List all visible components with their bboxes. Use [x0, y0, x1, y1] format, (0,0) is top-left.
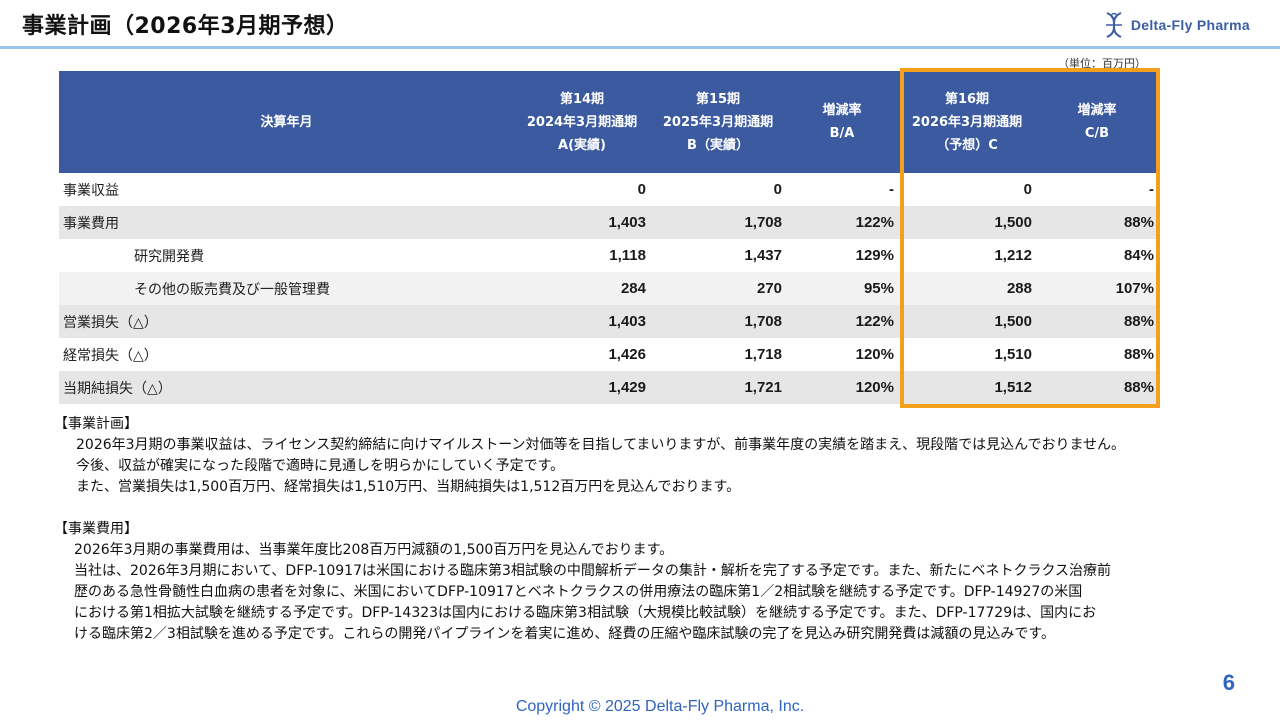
header-line: 2024年3月期通期 — [526, 114, 638, 130]
cell-value: 284 — [514, 272, 650, 305]
title-divider — [0, 46, 1280, 49]
cell-value: 1,403 — [514, 305, 650, 338]
header-line: （予想）C — [936, 137, 998, 153]
header-line: 増減率 — [1077, 103, 1117, 118]
table-row: その他の販売費及び一般管理費 284 270 95% 288 107% — [59, 272, 1158, 305]
copyright-footer: Copyright © 2025 Delta-Fly Pharma, Inc. — [515, 698, 805, 715]
cell-value: - — [1149, 181, 1154, 198]
column-header-change-cb: 増減率 C/B — [1036, 71, 1158, 173]
dna-helix-icon — [1103, 11, 1125, 39]
cell-value: 0 — [637, 181, 646, 198]
column-header-change-ba: 増減率 B/A — [786, 71, 898, 173]
cell-value: 1,500 — [898, 206, 1036, 239]
row-label: 事業収益 — [63, 182, 119, 199]
table-header-row: 決算年月 第14期 2024年3月期通期 A(実績) 第15期 2025年3月期… — [59, 71, 1158, 173]
header-line: B（実績） — [687, 137, 749, 153]
cell-value: 1,708 — [650, 206, 786, 239]
cell-value: 1,500 — [898, 305, 1036, 338]
header-line: 第15期 — [695, 91, 741, 107]
cell-value: 1,510 — [994, 346, 1032, 363]
cell-value: 288 — [898, 272, 1036, 305]
paragraph-line: また、営業損失は1,500百万円、経常損失は1,510万円、当期純損失は1,51… — [76, 479, 741, 495]
unit-note: （単位：百万円） — [1058, 57, 1146, 70]
cell-value: 88% — [1036, 371, 1158, 404]
row-label: 当期純損失（△） — [59, 371, 514, 404]
cell-value: 0 — [1023, 181, 1032, 198]
cell-value: 1,426 — [608, 346, 646, 363]
page-number: 6 — [1222, 670, 1235, 695]
paragraph-line: ける臨床第2／3相試験を進める予定です。これらの開発パイプラインを着実に進め、経… — [74, 626, 1056, 642]
financial-table: 決算年月 第14期 2024年3月期通期 A(実績) 第15期 2025年3月期… — [59, 71, 1158, 404]
cell-value: 1,212 — [994, 247, 1032, 264]
table-row: 当期純損失（△） 1,429 1,721 120% 1,512 88% — [59, 371, 1158, 404]
cell-value: 107% — [1036, 272, 1158, 305]
column-header-fy14: 第14期 2024年3月期通期 A(実績) — [514, 71, 650, 173]
cell-value: 84% — [1123, 247, 1154, 264]
cell-value: 95% — [786, 272, 898, 305]
cell-value: 122% — [786, 206, 898, 239]
cell-value: 270 — [650, 272, 786, 305]
header-line: 2025年3月期通期 — [662, 114, 774, 130]
row-label: 経常損失（△） — [63, 347, 158, 364]
cell-value: 1,708 — [650, 305, 786, 338]
column-header-fy15: 第15期 2025年3月期通期 B（実績） — [650, 71, 786, 173]
row-label: 営業損失（△） — [59, 305, 514, 338]
cell-value: 1,403 — [514, 206, 650, 239]
header-line: 第16期 — [944, 91, 990, 107]
cell-value: 0 — [773, 181, 782, 198]
cell-value: 88% — [1123, 346, 1154, 363]
paragraph-line: 2026年3月期の事業費用は、当事業年度比208百万円減額の1,500百万円を見… — [74, 542, 674, 558]
paragraph-line: 当社は、2026年3月期において、DFP-10917は米国における臨床第3相試験… — [74, 563, 1112, 579]
header-line: 決算年月 — [260, 114, 313, 130]
header-line: C/B — [1084, 126, 1110, 141]
table-row: 経常損失（△） 1,426 1,718 120% 1,510 88% — [59, 338, 1158, 371]
header-line: 第14期 — [559, 91, 605, 107]
cell-value: 122% — [786, 305, 898, 338]
cell-value: 1,721 — [650, 371, 786, 404]
paragraph-line: における第1相拡大試験を継続する予定です。DFP-14323は国内における臨床第… — [74, 605, 1097, 621]
row-label: 研究開発費 — [134, 248, 204, 265]
paragraph-line: 今後、収益が確実になった段階で適時に見通しを明らかにしていく予定です。 — [76, 458, 565, 474]
table-row: 営業損失（△） 1,403 1,708 122% 1,500 88% — [59, 305, 1158, 338]
header-line: B/A — [829, 126, 855, 141]
cell-value: 88% — [1036, 305, 1158, 338]
header-line: 2026年3月期通期 — [911, 114, 1023, 130]
company-logo: Delta-Fly Pharma — [1103, 10, 1250, 40]
table-row: 事業費用 1,403 1,708 122% 1,500 88% — [59, 206, 1158, 239]
cell-value: 1,512 — [898, 371, 1036, 404]
cell-value: 120% — [855, 346, 894, 363]
cell-value: 1,118 — [609, 247, 646, 264]
header-line: 増減率 — [822, 103, 862, 118]
page-title: 事業計画（2026年3月期予想） — [22, 14, 349, 39]
section-heading-business-plan: 【事業計画】 — [54, 416, 138, 432]
explanation-text: 【事業計画】 2026年3月期の事業収益は、ライセンス契約締結に向けマイルストー… — [54, 414, 1244, 645]
cell-value: 1,429 — [514, 371, 650, 404]
cell-value: 88% — [1036, 206, 1158, 239]
logo-text: Delta-Fly Pharma — [1130, 17, 1250, 33]
cell-value: 120% — [786, 371, 898, 404]
row-label: その他の販売費及び一般管理費 — [59, 272, 514, 305]
header-line: A(実績) — [558, 137, 606, 153]
cell-value: 1,437 — [744, 247, 782, 264]
table-row: 事業収益 0 0 - 0 - — [59, 173, 1158, 206]
section-heading-expenses: 【事業費用】 — [54, 521, 138, 537]
cell-value: 1,718 — [744, 346, 782, 363]
cell-value: - — [889, 181, 894, 198]
row-label: 事業費用 — [59, 206, 514, 239]
column-header-fy16: 第16期 2026年3月期通期 （予想）C — [898, 71, 1036, 173]
cell-value: 129% — [855, 247, 894, 264]
column-header-fiscal-month: 決算年月 — [59, 71, 514, 173]
table-row: 研究開発費 1,118 1,437 129% 1,212 84% — [59, 239, 1158, 272]
paragraph-line: 2026年3月期の事業収益は、ライセンス契約締結に向けマイルストーン対価等を目指… — [76, 437, 1126, 453]
paragraph-line: 歴のある急性骨髄性白血病の患者を対象に、米国においてDFP-10917とベネトク… — [74, 584, 1083, 600]
